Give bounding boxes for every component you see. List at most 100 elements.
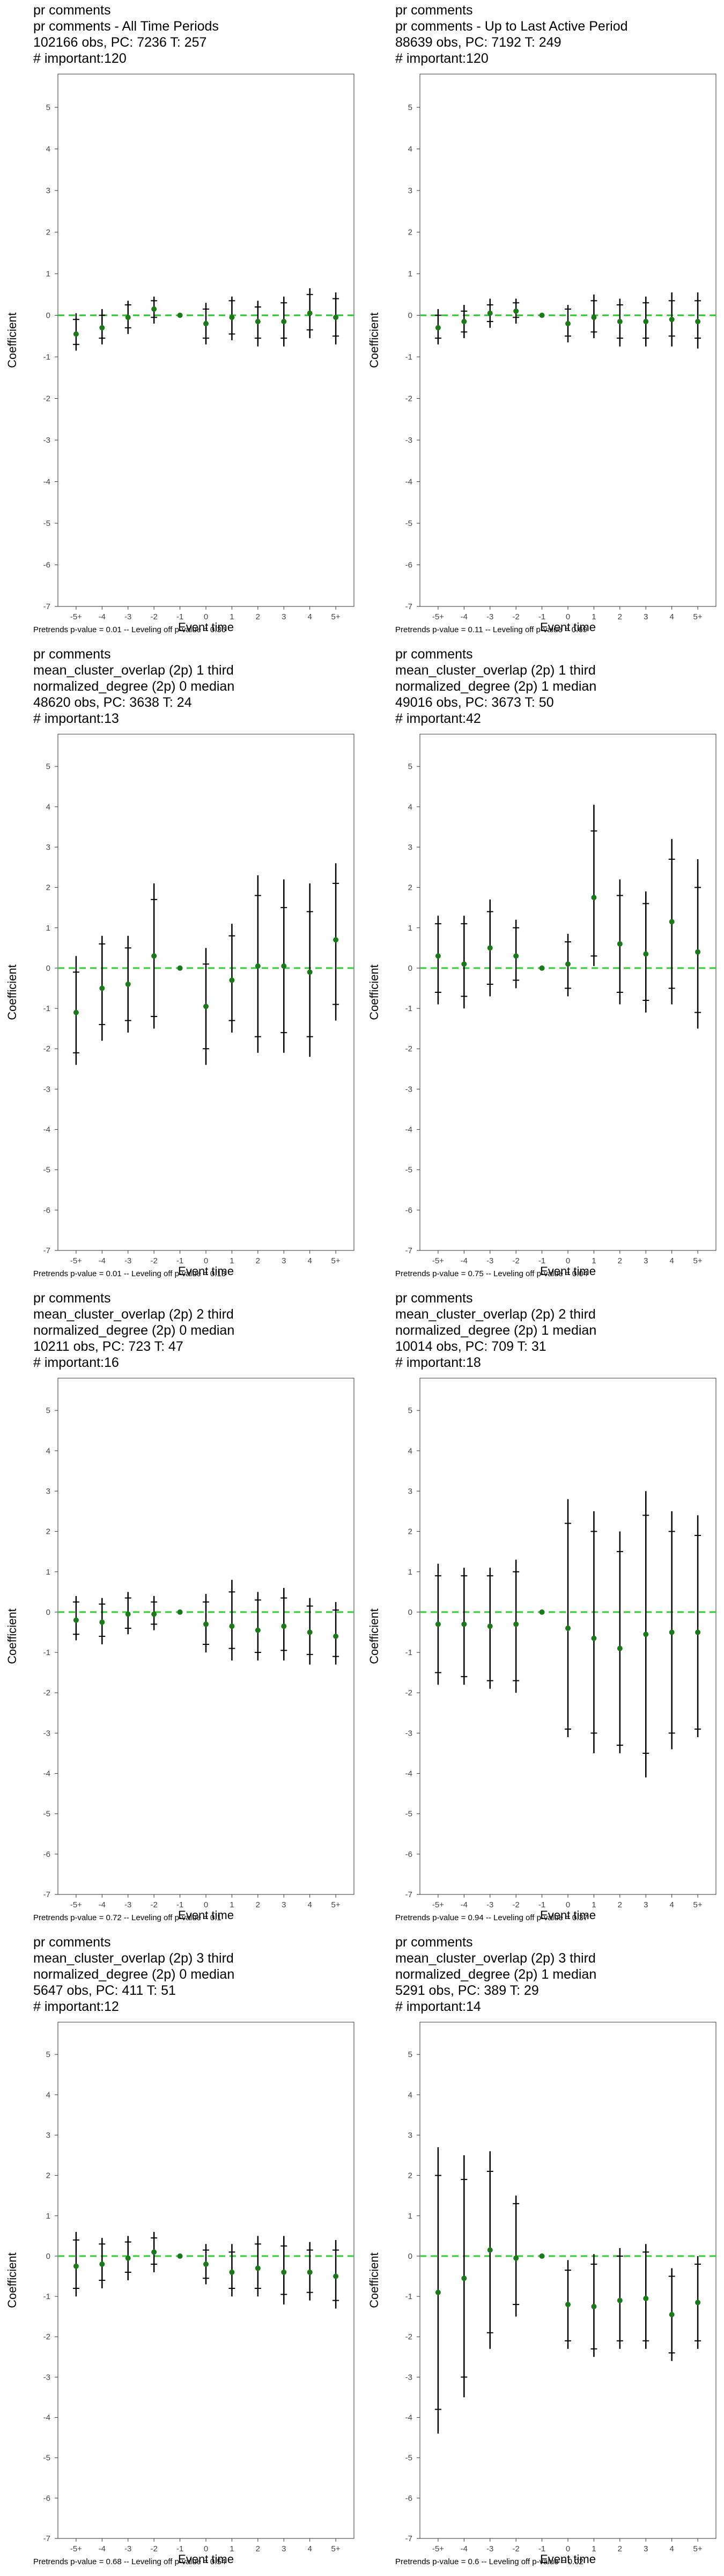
y-tick-label: -2 [43,2332,50,2341]
y-tick-label: -2 [43,1044,50,1053]
y-tick-label: 4 [408,145,412,154]
y-tick-label: 5 [408,1406,412,1415]
data-point [177,1609,183,1615]
chart-title-line: pr comments [33,1935,111,1950]
data-point [669,919,675,925]
y-tick-label: 5 [408,103,412,112]
x-tick-label: -5+ [70,2544,82,2553]
x-tick-label: 5+ [693,2544,703,2553]
y-tick-label: -3 [405,1085,412,1094]
y-tick-label: -2 [43,1688,50,1697]
x-tick-label: -4 [99,1900,106,1909]
x-tick-label: -2 [150,1900,157,1909]
y-tick-label: -4 [405,478,412,487]
y-tick-label: 0 [46,311,50,320]
y-tick-label: -6 [43,561,50,570]
data-point [125,981,131,987]
data-point [435,2289,441,2295]
chart-title-line: pr comments - All Time Periods [33,19,219,34]
x-tick-label: -3 [486,1256,493,1265]
data-point [125,314,131,320]
data-point [487,310,493,316]
x-tick-label: 2 [256,2544,260,2553]
x-tick-label: 1 [592,1900,596,1909]
y-tick-label: -4 [405,1769,412,1779]
x-tick-label: 3 [644,1256,648,1265]
x-tick-label: -5+ [432,1256,444,1265]
chart-title: pr comments mean_cluster_overlap (2p) 2 t… [33,1290,234,1371]
y-tick-label: 5 [46,103,50,112]
y-tick-label: -3 [405,1729,412,1738]
data-point [99,1619,105,1625]
x-tick-label: 5+ [693,612,703,621]
data-point [643,319,649,325]
x-tick-label: -1 [176,612,183,621]
y-tick-label: 1 [408,2212,412,2221]
x-tick-label: -1 [176,2544,183,2553]
x-tick-label: 3 [282,1256,286,1265]
y-tick-label: 1 [408,1568,412,1577]
x-tick-label: -5+ [70,612,82,621]
chart-svg: 5 4 3 2 1 0 -1 -2 -3 -4 -5 -6 -7 -5+ -4 -3 -2 -1 0 1 2 3 4 5+ Ev… [5,1378,354,1922]
y-tick-label: -1 [405,353,412,362]
chart-footer: Pretrends p-value = 0.94 -- Leveling off… [395,1913,588,1922]
data-point [333,937,339,943]
chart-title-line: mean_cluster_overlap (2p) 3 third [33,1951,234,1966]
x-tick-label: -4 [461,612,468,621]
x-tick-label: 0 [204,2544,208,2553]
y-tick-label: -3 [405,436,412,445]
chart-title-line: mean_cluster_overlap (2p) 1 third [33,663,234,678]
y-tick-label: -3 [43,1729,50,1738]
x-tick-label: -5+ [70,1900,82,1909]
data-point [229,2269,235,2275]
data-point [617,2297,623,2303]
chart-title-line: normalized_degree (2p) 0 median [33,1323,235,1338]
data-point [125,1611,131,1617]
y-tick-label: 3 [408,843,412,852]
data-point [487,2247,493,2253]
x-tick-label: -1 [176,1900,183,1909]
x-tick-label: -3 [486,612,493,621]
x-tick-label: -3 [124,612,131,621]
data-point [487,945,493,951]
x-tick-label: -4 [99,2544,106,2553]
chart-title-line: 48620 obs, PC: 3638 T: 24 [33,695,192,710]
y-axis-label: Coefficient [367,2252,381,2308]
y-tick-label: -2 [405,1044,412,1053]
y-tick-label: -6 [405,1206,412,1215]
x-tick-label: 4 [308,1900,312,1909]
data-point [539,2253,545,2259]
chart-footer: Pretrends p-value = 0.68 -- Leveling off… [33,2557,226,2566]
data-point [99,985,105,991]
y-tick-label: -1 [43,1004,50,1013]
chart-title-line: # important:120 [33,51,127,66]
x-tick-label: 3 [282,612,286,621]
chart-footer: Pretrends p-value = 0.75 -- Leveling off… [395,1269,588,1278]
chart-title-line: mean_cluster_overlap (2p) 2 third [395,1307,596,1322]
y-tick-label: -2 [43,394,50,404]
chart-title-line: normalized_degree (2p) 0 median [33,1967,235,1982]
y-tick-label: -7 [43,2534,50,2543]
y-tick-label: 2 [408,1527,412,1536]
data-point [229,314,235,320]
y-tick-label: 2 [46,2171,50,2180]
chart-title-line: 10211 obs, PC: 723 T: 47 [33,1339,183,1354]
chart-title: pr comments pr comments - All Time Period… [33,2,219,67]
y-tick-label: 1 [46,2212,50,2221]
x-tick-label: 0 [566,1900,570,1909]
y-tick-label: 4 [46,145,50,154]
y-tick-label: 3 [46,1487,50,1496]
data-point [669,1629,675,1635]
data-point [669,317,675,323]
data-point [565,1625,571,1631]
data-point [151,306,157,312]
x-tick-label: 5+ [331,612,341,621]
y-tick-label: -7 [43,1246,50,1255]
x-tick-label: 1 [230,2544,234,2553]
chart-title: pr comments mean_cluster_overlap (2p) 2 t… [395,1290,596,1371]
x-tick-label: 2 [618,1900,622,1909]
data-point [513,1621,519,1627]
y-tick-label: 2 [46,228,50,237]
chart-title-line: # important:16 [33,1355,119,1370]
chart-title-line: # important:42 [395,711,481,726]
